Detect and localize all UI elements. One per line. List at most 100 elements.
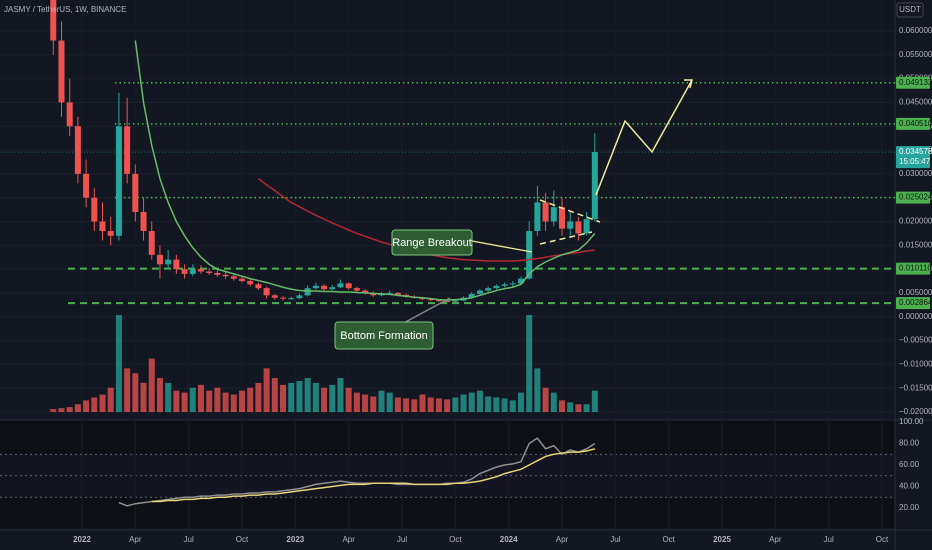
arrow-head (684, 79, 693, 89)
volume-bar (214, 387, 221, 412)
candle-body (444, 301, 451, 303)
annotation: Bottom Formation (340, 330, 427, 342)
volume-bar (427, 397, 434, 412)
price-tag-label: 0.002864 (899, 298, 932, 307)
volume-bar (370, 396, 377, 412)
volume-bar (542, 387, 549, 412)
volume-bar (419, 394, 426, 412)
candle-body (206, 271, 213, 273)
candle-body (58, 40, 65, 103)
volume-bar (271, 378, 278, 412)
x-tick-label: Jul (397, 535, 407, 544)
y-tick-label: 0.005000 (899, 288, 932, 297)
x-tick-label: 2024 (500, 535, 518, 544)
y-tick-label: −0.010000 (899, 359, 932, 368)
candle-body (189, 269, 196, 274)
volume-bar (476, 390, 483, 412)
x-tick-label: Oct (236, 535, 249, 544)
candle-body (353, 288, 360, 291)
volume-bar (345, 387, 352, 412)
volume-bar (526, 315, 533, 412)
candle-body (452, 300, 459, 302)
volume-bar (255, 382, 262, 412)
volume-bar (247, 387, 254, 412)
candle-body (476, 290, 483, 294)
projection-arrow (595, 79, 693, 196)
volume-bar (50, 409, 57, 412)
candle-body (99, 221, 106, 232)
volume-bar (83, 400, 90, 412)
candle-body (493, 285, 500, 289)
candle-body (567, 221, 574, 229)
x-tick-label: Jul (610, 535, 620, 544)
volume-bar (460, 394, 467, 412)
candle-body (132, 173, 139, 212)
candle-body (148, 231, 155, 255)
callout-line (471, 240, 533, 253)
x-tick-label: Apr (556, 535, 569, 544)
x-tick-label: Oct (449, 535, 462, 544)
x-tick-label: Jul (824, 535, 834, 544)
rsi-ma-line (151, 448, 596, 503)
volume-bar (321, 387, 328, 412)
volume-bar (444, 399, 451, 412)
candle-body (165, 259, 172, 265)
candle-body (115, 126, 122, 236)
candle-body (329, 287, 336, 290)
volume-bar (517, 392, 524, 412)
volume-bar (239, 390, 245, 412)
x-tick-label: 2023 (286, 535, 304, 544)
candle-body (435, 300, 442, 302)
candle-body (312, 285, 319, 289)
candle-body (91, 197, 98, 222)
candle-body (321, 285, 328, 290)
y-tick-label: 0.000000 (899, 312, 932, 321)
volume-bar (140, 382, 147, 412)
price-tag (896, 117, 930, 130)
volume-bar (222, 392, 229, 412)
candle-body (124, 126, 131, 174)
volume-bar (74, 404, 81, 412)
volume-bar (148, 358, 155, 412)
volume-bar (468, 392, 475, 412)
x-tick-label: Apr (769, 535, 782, 544)
candle-body (181, 269, 188, 274)
candle-body (140, 211, 147, 232)
volume-bar (550, 392, 557, 412)
volume-bar (403, 398, 410, 412)
currency: USDT (899, 5, 921, 14)
x-tick-label: Oct (876, 535, 889, 544)
x-tick-label: 2025 (713, 535, 731, 544)
candle-body (50, 0, 57, 41)
volume-bar (353, 392, 360, 412)
current-price-label: 0.034578 (899, 147, 932, 156)
volume-bar (567, 402, 574, 412)
candle-body (230, 276, 237, 279)
volume-bar (99, 394, 106, 412)
annotation-box (334, 321, 434, 350)
candle-body (263, 288, 270, 296)
volume-bar (362, 394, 369, 412)
y-tick-label: 0.030000 (899, 169, 932, 178)
candle-body (247, 281, 254, 285)
volume-bar (452, 397, 459, 412)
candle-body (296, 295, 303, 299)
volume-bar (485, 396, 492, 412)
candle-body (255, 284, 262, 289)
annotation: Range Breakout (392, 237, 472, 249)
volume-bar (91, 397, 98, 412)
candle-body (534, 202, 541, 232)
candle-body (509, 283, 516, 285)
candle-body (156, 254, 163, 265)
candle-body (280, 297, 287, 299)
candle-body (197, 269, 204, 272)
candle-body (83, 173, 90, 198)
volume-bar (534, 368, 541, 412)
volume-bar (378, 390, 385, 412)
y-tick-label: 0.045000 (899, 98, 932, 107)
price-tag (896, 191, 930, 204)
y-tick-label: 0.055000 (899, 50, 932, 59)
candle-body (583, 219, 590, 234)
candle-body (288, 298, 295, 300)
